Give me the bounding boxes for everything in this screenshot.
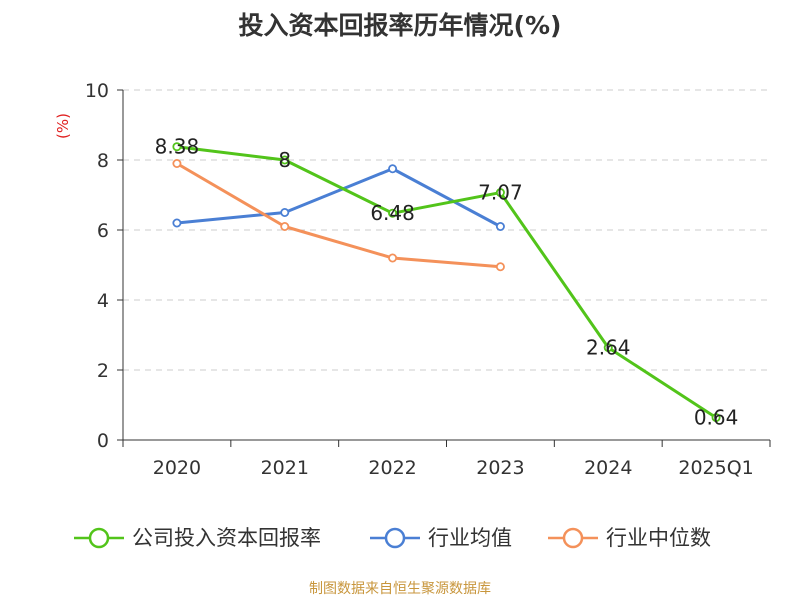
series-line-2	[176, 162, 501, 269]
y-tick-label-2: 2	[97, 360, 109, 382]
legend-label-0[interactable]: 公司投入资本回报率	[132, 526, 321, 550]
point-s0-2024[interactable]	[603, 343, 613, 353]
y-tick-label-4: 4	[97, 290, 109, 312]
legend-marker-2[interactable]	[562, 527, 584, 549]
data-label-2020: 8.38	[155, 135, 200, 159]
point-s2-2023[interactable]	[495, 262, 505, 272]
data-label-2023: 7.07	[478, 181, 523, 205]
y-tick-label-6: 6	[97, 220, 109, 242]
y-tick-label-0: 0	[97, 430, 109, 452]
series-layer	[172, 142, 721, 423]
legend-label-1[interactable]: 行业均值	[428, 526, 512, 550]
data-labels: 8.38 8 6.48 7.07 2.64 0.64	[155, 135, 739, 430]
x-tick-label-2022: 2022	[368, 457, 416, 479]
y-axis-label: (%)	[54, 113, 72, 139]
point-s0-2023[interactable]	[495, 188, 505, 198]
data-label-2025Q1: 0.64	[694, 406, 739, 430]
series-line-0	[176, 145, 717, 419]
legend-marker-1[interactable]	[384, 527, 406, 549]
point-s0-2022[interactable]	[388, 208, 398, 218]
point-s2-2022[interactable]	[388, 253, 398, 263]
point-s1-2022[interactable]	[388, 164, 398, 174]
point-s1-2020[interactable]	[172, 218, 182, 228]
x-tick-label-2020: 2020	[153, 457, 201, 479]
data-label-2022: 6.48	[370, 201, 415, 225]
point-s0-2020[interactable]	[172, 142, 182, 152]
legend-label-2[interactable]: 行业中位数	[606, 526, 711, 550]
source-footer: 制图数据来自恒生聚源数据库	[309, 581, 491, 597]
point-s0-2025Q1[interactable]	[711, 413, 721, 423]
x-tick-label-2024: 2024	[584, 457, 632, 479]
data-label-2024: 2.64	[586, 336, 631, 360]
x-tick-label-2023: 2023	[476, 457, 524, 479]
point-s2-2021[interactable]	[280, 221, 290, 231]
chart-title: 投入资本回报率历年情况(%)	[238, 11, 562, 40]
data-label-2021: 8	[278, 148, 291, 172]
series-line-1	[176, 167, 502, 228]
point-s1-2023[interactable]	[495, 221, 505, 231]
x-tick-label-2021: 2021	[261, 457, 309, 479]
point-s2-2020[interactable]	[172, 158, 182, 168]
grid-lines	[123, 89, 770, 371]
legend-marker-0[interactable]	[88, 527, 110, 549]
x-tick-label-2025Q1: 2025Q1	[678, 457, 753, 479]
point-s0-2021[interactable]	[280, 155, 290, 165]
point-s1-2021[interactable]	[280, 207, 290, 217]
y-tick-label-10: 10	[85, 80, 109, 102]
axes: 0 2 4 6 8 10 (%) 2020 2021 2022 2023 2024 2025Q1	[54, 80, 771, 479]
legend: 公司投入资本回报率 行业均值 行业中位数	[74, 526, 711, 550]
y-tick-label-8: 8	[97, 150, 109, 172]
